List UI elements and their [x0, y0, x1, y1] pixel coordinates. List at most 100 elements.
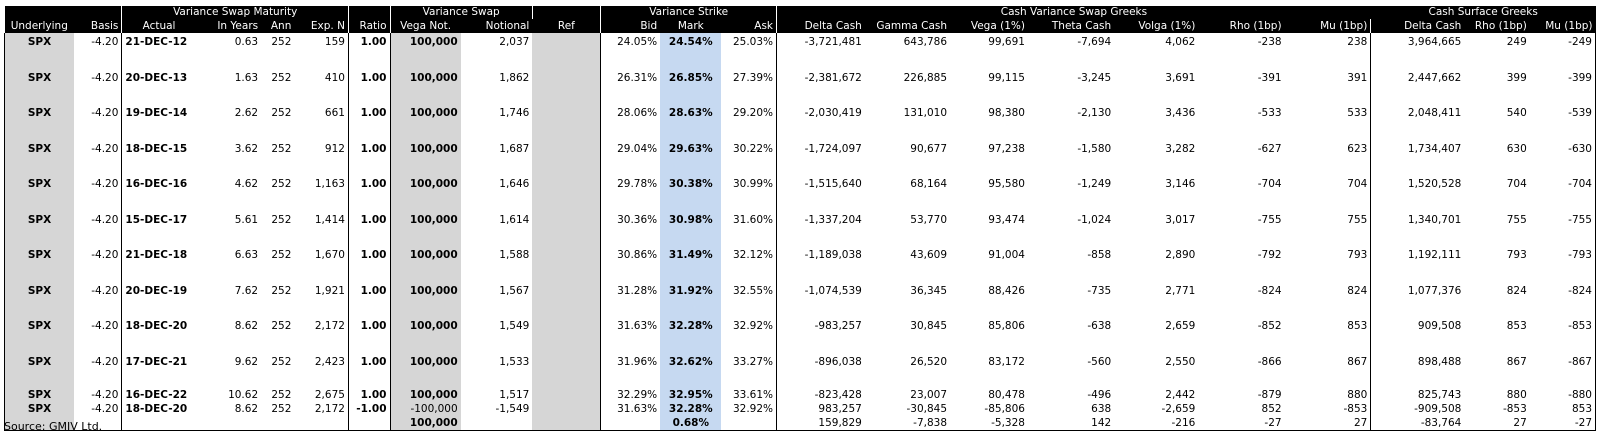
empty-cell [721, 416, 778, 431]
table-cell: -4.20 [74, 175, 123, 211]
table-cell: 252 [271, 320, 292, 332]
table-cell: -4.20 [74, 317, 123, 353]
table-cell: 2,659 [1165, 320, 1196, 332]
table-cell: -249 [1529, 33, 1596, 69]
table-cell: -1,580 [1077, 142, 1112, 155]
table-row: SPX -4.20 20-DEC-19 7.62 252 1,921 1.00 100,000… [4, 281, 1596, 317]
table-cell: 252 [271, 178, 292, 190]
column-header: Mu (1bp) [1284, 19, 1372, 33]
table-cell: 30.98% [660, 210, 722, 246]
table-cell: 100,000 [390, 33, 461, 69]
empty-cell [195, 416, 262, 431]
table-cell: -2,659 [1161, 403, 1196, 415]
table-cell: 2,048,411 [1407, 107, 1462, 119]
column-header: Vega (1%) [950, 19, 1028, 33]
table-cell: 1.00 [348, 246, 391, 282]
table-cell: 1,520,528 [1407, 178, 1462, 190]
table-cell: -4.20 [74, 352, 123, 388]
table-cell: -2,030,419 [804, 107, 862, 119]
table-cell: 31.63% [617, 320, 658, 332]
table-cell: 31.28% [617, 284, 658, 297]
table-cell: 33.27% [721, 352, 778, 388]
empty-cell [261, 416, 295, 431]
table-cell: 21-DEC-12 [125, 36, 188, 48]
group-header [348, 6, 391, 19]
table-cell: -560 [1087, 355, 1112, 368]
table-cell: 26.85% [660, 68, 722, 104]
table-cell: 25.03% [721, 33, 778, 69]
table-cell: 638 [1091, 403, 1112, 415]
table-cell [532, 210, 602, 246]
table-cell [532, 139, 602, 175]
column-header: Vega Not. [390, 19, 461, 33]
table-cell: -627 [1257, 142, 1282, 155]
table-cell: SPX [4, 68, 75, 104]
table-cell: SPX [4, 175, 75, 211]
group-header [4, 6, 123, 19]
table-cell: 399 [1506, 71, 1527, 84]
table-cell: -638 [1087, 320, 1112, 332]
table-cell: 32.55% [721, 281, 778, 317]
table-cell: -1,515,640 [804, 178, 862, 190]
total-gamma-cash: -7,838 [864, 416, 951, 431]
table-cell: -30,845 [906, 403, 948, 415]
variance-swap-table-container: Variance Swap Maturity Variance Swap Varia… [4, 6, 1596, 431]
table-cell: 3.62 [234, 142, 259, 155]
table-cell: -4.20 [74, 104, 123, 140]
table-cell: 852 [1261, 403, 1282, 415]
table-cell: -866 [1257, 355, 1282, 368]
table-cell: 3,017 [1165, 213, 1196, 226]
column-header: Ask [721, 19, 778, 33]
table-cell: 100,000 [390, 68, 461, 104]
table-cell: 867 [1506, 355, 1527, 368]
empty-cell [121, 416, 196, 431]
table-cell: 2,037 [499, 36, 530, 48]
table-cell: SPX [4, 246, 75, 282]
column-header: Rho (1bp) [1464, 19, 1530, 33]
table-cell [532, 68, 602, 104]
table-cell: 3,146 [1165, 178, 1196, 190]
group-header: Variance Swap Maturity [121, 6, 349, 19]
table-cell [532, 317, 602, 353]
table-cell: -1,024 [1077, 213, 1112, 226]
total-surface-rho: 27 [1464, 416, 1530, 431]
table-cell: 32.95% [660, 388, 722, 402]
table-cell: 252 [271, 71, 292, 84]
table-cell: -896,038 [814, 355, 862, 368]
table-cell: 2,172 [294, 402, 349, 416]
table-cell: -1,724,097 [804, 142, 862, 155]
column-header: Underlying [4, 19, 75, 33]
table-cell: 853 [1284, 317, 1372, 353]
table-row: SPX -4.20 15-DEC-17 5.61 252 1,414 1.00 100,000… [4, 210, 1596, 246]
table-cell: 8.62 [234, 403, 259, 415]
table-cell: SPX [4, 352, 75, 388]
table-row: SPX -4.20 19-DEC-14 2.62 252 661 1.00 100,000 1,… [4, 104, 1596, 140]
table-cell: 1,340,701 [1407, 213, 1462, 226]
table-cell: 32.28% [660, 317, 722, 353]
table-cell: 853 [1506, 320, 1527, 332]
table-cell: -1,549 [495, 403, 530, 415]
table-cell: -4.20 [74, 210, 123, 246]
table-cell: -824 [1257, 284, 1282, 297]
table-cell: 4,062 [1165, 36, 1196, 48]
column-header: In Years [195, 19, 262, 33]
table-cell: 1.00 [348, 175, 391, 211]
total-surface-delta-cash: -83,764 [1370, 416, 1465, 431]
table-row: SPX -4.20 21-DEC-12 0.63 252 159 1.00 100,000 2,… [4, 33, 1596, 69]
table-cell: 1.00 [348, 68, 391, 104]
table-cell: -3,721,481 [804, 36, 862, 48]
table-cell: -2,381,672 [804, 71, 862, 84]
table-cell: 824 [1284, 281, 1372, 317]
table-cell: 100,000 [390, 388, 461, 402]
table-cell: 100,000 [390, 281, 461, 317]
table-cell: -496 [1087, 389, 1112, 401]
table-cell: 85,806 [988, 320, 1025, 332]
total-volga: -216 [1114, 416, 1199, 431]
table-row: SPX -4.20 18-DEC-20 8.62 252 2,172 -1.00 -100,0… [4, 402, 1596, 416]
table-cell: 32.92% [721, 317, 778, 353]
table-cell: 252 [271, 355, 292, 368]
table-cell: 755 [1506, 213, 1527, 226]
table-cell: 898,488 [1417, 355, 1462, 368]
table-cell: 1.00 [348, 281, 391, 317]
table-row: SPX -4.20 18-DEC-15 3.62 252 912 1.00 100,000 1,… [4, 139, 1596, 175]
